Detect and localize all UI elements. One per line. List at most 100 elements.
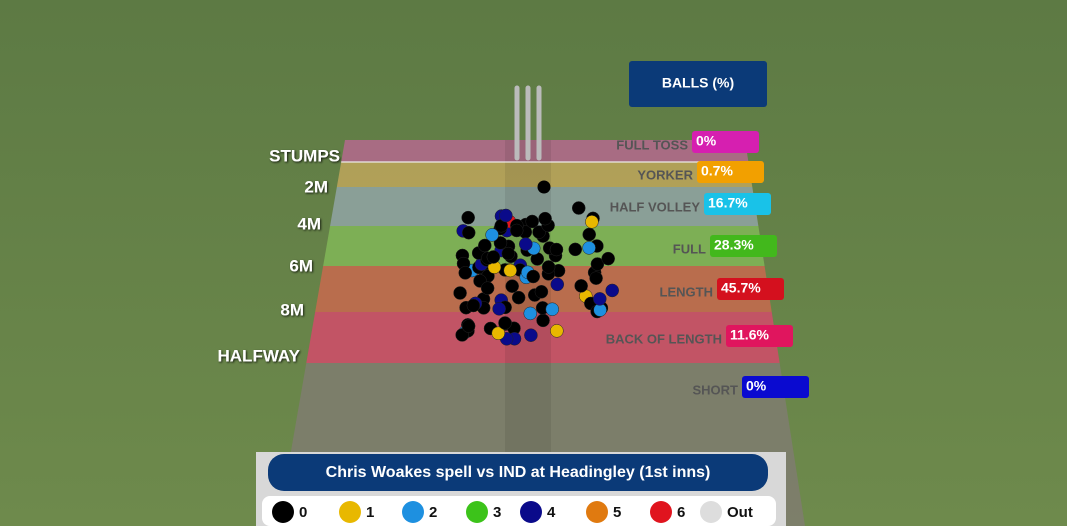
ball-dot	[480, 281, 495, 295]
zone-value: 45.7%	[721, 280, 761, 296]
legend-label: Out	[727, 504, 753, 521]
zone-box	[742, 376, 809, 398]
ball-dot	[537, 180, 551, 194]
legend-swatch	[700, 501, 722, 523]
header-title: BALLS (%)	[662, 75, 734, 91]
ball-dot	[582, 227, 596, 242]
zone-name: FULL TOSS	[616, 137, 688, 152]
ball-dot	[525, 214, 539, 229]
zone-box	[697, 161, 764, 183]
distance-label: 6M	[289, 256, 313, 275]
ball-dot	[589, 271, 603, 285]
zone-name: SHORT	[693, 382, 739, 397]
zone-value: 16.7%	[708, 195, 748, 211]
ball-dot	[568, 242, 583, 257]
zone-value: 0%	[696, 133, 717, 149]
zone-value: 0.7%	[701, 163, 733, 179]
ball-dot	[511, 290, 526, 305]
zone-box	[692, 131, 759, 153]
ball-dot	[524, 328, 538, 342]
ball-dot	[486, 250, 501, 264]
ball-dot	[536, 313, 550, 328]
legend-swatch	[272, 501, 294, 523]
zone-box	[704, 193, 771, 215]
ball-dot	[549, 242, 564, 257]
legend-swatch	[339, 501, 361, 523]
legend-label: 5	[613, 504, 621, 521]
zone-box	[726, 325, 793, 347]
ball-dot	[458, 266, 473, 280]
legend-label: 0	[299, 504, 307, 521]
ball-dot	[532, 225, 546, 239]
legend-panel	[262, 496, 776, 526]
ball-dot	[538, 211, 552, 226]
legend-swatch	[650, 501, 672, 523]
zone-band	[336, 162, 753, 187]
distance-label: 8M	[280, 300, 304, 319]
ball-dot	[499, 208, 513, 223]
ball-dot	[461, 225, 476, 240]
legend-swatch	[586, 501, 608, 523]
ball-dot	[574, 279, 588, 293]
ball-dot	[478, 238, 492, 253]
ball-dot	[550, 324, 564, 338]
zone-value: 28.3%	[714, 237, 754, 253]
distance-label: 4M	[297, 214, 321, 233]
ball-dot	[593, 292, 607, 306]
distance-label: 2M	[304, 177, 328, 196]
zone-value: 11.6%	[730, 327, 769, 343]
ball-dot	[526, 269, 540, 284]
footer-pill	[268, 454, 768, 491]
legend-label: 4	[547, 504, 556, 521]
ball-dot	[493, 236, 508, 250]
ball-dot	[571, 201, 586, 215]
zone-box	[710, 235, 777, 257]
footer-title: Chris Woakes spell vs IND at Headingley …	[326, 464, 711, 481]
distance-label: STUMPS	[269, 146, 340, 165]
zone-value: 0%	[746, 378, 767, 394]
ball-dot	[503, 263, 517, 278]
header-box	[629, 61, 767, 107]
ball-dot	[501, 246, 516, 261]
ball-dot	[605, 283, 619, 298]
legend-swatch	[520, 501, 542, 523]
zone-name: BACK OF LENGTH	[606, 331, 722, 346]
ball-dot	[550, 277, 565, 292]
ball-dot	[523, 306, 538, 321]
ball-dot	[545, 302, 559, 316]
ball-dot	[461, 210, 475, 225]
ball-dot	[498, 316, 512, 330]
ball-dot	[509, 223, 524, 238]
legend-swatch	[466, 501, 488, 523]
zone-name: LENGTH	[660, 284, 713, 299]
legend-label: 2	[429, 504, 437, 521]
legend-label: 1	[366, 504, 374, 521]
zone-name: YORKER	[637, 167, 693, 182]
ball-dot	[534, 285, 549, 299]
legend-swatch	[402, 501, 424, 523]
ball-dot	[541, 260, 556, 274]
ball-dot	[491, 326, 505, 340]
ball-dot	[585, 215, 599, 229]
ball-dot	[582, 241, 596, 255]
zone-box	[717, 278, 784, 300]
ball-dot	[519, 237, 533, 251]
legend-label: 3	[493, 504, 501, 521]
distance-label: HALFWAY	[218, 346, 301, 365]
ball-dot	[453, 286, 467, 300]
zone-band	[330, 187, 759, 226]
stumps	[514, 85, 542, 161]
ball-dot	[492, 302, 506, 316]
legend-label: 6	[677, 504, 685, 521]
ball-dot	[461, 319, 476, 333]
zone-name: FULL	[673, 241, 706, 256]
ball-dot	[485, 228, 499, 242]
ball-dot	[590, 257, 605, 271]
ball-dot	[601, 251, 615, 266]
zone-band	[306, 312, 780, 363]
zone-name: HALF VOLLEY	[610, 199, 701, 214]
ball-dot	[505, 279, 519, 293]
ball-dot	[466, 298, 481, 313]
zone-band	[341, 140, 749, 162]
